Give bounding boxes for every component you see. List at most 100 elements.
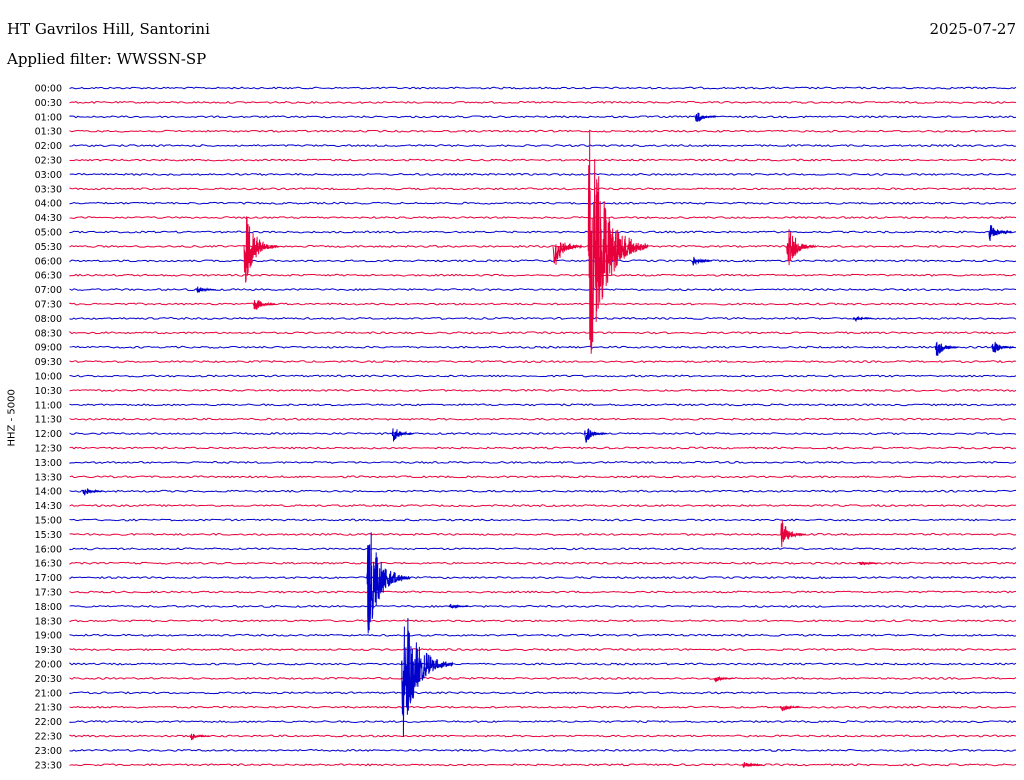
event-14 — [694, 112, 717, 123]
event-22 — [852, 315, 873, 323]
row-label-2230: 22:30 — [35, 732, 62, 743]
event-19 — [189, 733, 210, 741]
row-label-0100: 01:00 — [35, 112, 62, 123]
event-0 — [243, 216, 279, 283]
row-label-2300: 23:00 — [35, 746, 62, 757]
row-label-0530: 05:30 — [35, 242, 62, 253]
row-label-1630: 16:30 — [35, 559, 62, 570]
event-1 — [552, 242, 582, 265]
row-label-0500: 05:00 — [35, 228, 62, 239]
row-label-0900: 09:00 — [35, 343, 62, 354]
event-20 — [195, 286, 216, 294]
row-label-0230: 02:30 — [35, 156, 62, 167]
trace-0430 — [69, 216, 1017, 220]
date-label: 2025-07-27 — [929, 20, 1016, 38]
trace-0300 — [69, 172, 1017, 176]
row-label-1730: 17:30 — [35, 588, 62, 599]
trace-1330 — [69, 475, 1017, 479]
row-label-2030: 20:30 — [35, 674, 62, 685]
trace-1100 — [69, 403, 1017, 407]
station-title: HT Gavrilos Hill, Santorini — [7, 20, 210, 38]
trace-2330 — [69, 763, 1017, 767]
event-23 — [859, 561, 879, 566]
trace-0000 — [69, 86, 1017, 90]
row-label-1400: 14:00 — [35, 487, 62, 498]
trace-0500 — [69, 230, 1017, 234]
trace-1500 — [69, 518, 1017, 522]
trace-0100 — [69, 115, 1017, 119]
row-label-0630: 06:30 — [35, 271, 62, 282]
trace-0700 — [69, 288, 1017, 292]
row-label-0300: 03:00 — [35, 170, 62, 181]
row-label-0800: 08:00 — [35, 314, 62, 325]
event-7 — [779, 520, 806, 548]
trace-1000 — [69, 374, 1017, 378]
event-6 — [584, 428, 607, 443]
trace-1030 — [69, 388, 1017, 392]
event-13 — [252, 299, 276, 310]
row-label-1030: 10:30 — [35, 386, 62, 397]
row-label-1100: 11:00 — [35, 400, 62, 411]
trace-0130 — [69, 129, 1017, 133]
row-label-0330: 03:30 — [35, 184, 62, 195]
row-label-1330: 13:30 — [35, 472, 62, 483]
trace-2000 — [69, 662, 1017, 666]
row-label-2330: 23:30 — [35, 760, 62, 771]
trace-1430 — [69, 504, 1017, 508]
event-16 — [779, 704, 801, 712]
event-4 — [988, 225, 1012, 242]
event-18 — [742, 761, 763, 769]
row-label-1430: 14:30 — [35, 501, 62, 512]
row-label-1200: 12:00 — [35, 429, 62, 440]
row-label-0830: 08:30 — [35, 328, 62, 339]
trace-1600 — [69, 547, 1017, 551]
row-label-2130: 21:30 — [35, 703, 62, 714]
row-label-1700: 17:00 — [35, 573, 62, 584]
row-label-2000: 20:00 — [35, 660, 62, 671]
trace-1530 — [69, 532, 1017, 536]
trace-0600 — [69, 259, 1017, 263]
trace-0400 — [69, 201, 1017, 205]
trace-1630 — [69, 561, 1017, 565]
row-label-1830: 18:30 — [35, 616, 62, 627]
row-label-0430: 04:30 — [35, 213, 62, 224]
trace-1200 — [69, 432, 1017, 436]
trace-0730 — [69, 302, 1017, 306]
trace-0530 — [69, 244, 1017, 248]
row-label-2100: 21:00 — [35, 688, 62, 699]
row-label-0200: 02:00 — [35, 141, 62, 152]
event-8 — [366, 532, 411, 634]
trace-2130 — [69, 705, 1017, 709]
row-label-0400: 04:00 — [35, 199, 62, 210]
event-17 — [713, 676, 734, 683]
row-label-1900: 19:00 — [35, 631, 62, 642]
row-label-0030: 00:30 — [35, 98, 62, 109]
trace-0800 — [69, 316, 1017, 320]
filter-label: Applied filter: WWSSN-SP — [7, 50, 207, 68]
trace-1830 — [69, 619, 1017, 623]
row-label-0130: 01:30 — [35, 127, 62, 138]
row-label-0600: 06:00 — [35, 256, 62, 267]
event-15 — [691, 256, 712, 266]
trace-1230 — [69, 446, 1017, 450]
trace-1300 — [69, 460, 1017, 464]
trace-1800 — [69, 604, 1017, 608]
row-label-1500: 15:00 — [35, 516, 62, 527]
row-label-1530: 15:30 — [35, 530, 62, 541]
row-label-2200: 22:00 — [35, 717, 62, 728]
event-21 — [448, 603, 468, 610]
row-label-1130: 11:30 — [35, 415, 62, 426]
trace-2100 — [69, 691, 1017, 695]
event-5 — [391, 428, 414, 442]
trace-1400 — [69, 489, 1017, 493]
trace-1730 — [69, 590, 1017, 594]
trace-2230 — [69, 734, 1017, 738]
trace-2200 — [69, 720, 1017, 724]
trace-0930 — [69, 360, 1017, 364]
row-label-0930: 09:30 — [35, 357, 62, 368]
trace-1930 — [69, 648, 1017, 652]
row-label-1300: 13:00 — [35, 458, 62, 469]
trace-1700 — [69, 576, 1017, 580]
row-label-0000: 00:00 — [35, 84, 62, 95]
